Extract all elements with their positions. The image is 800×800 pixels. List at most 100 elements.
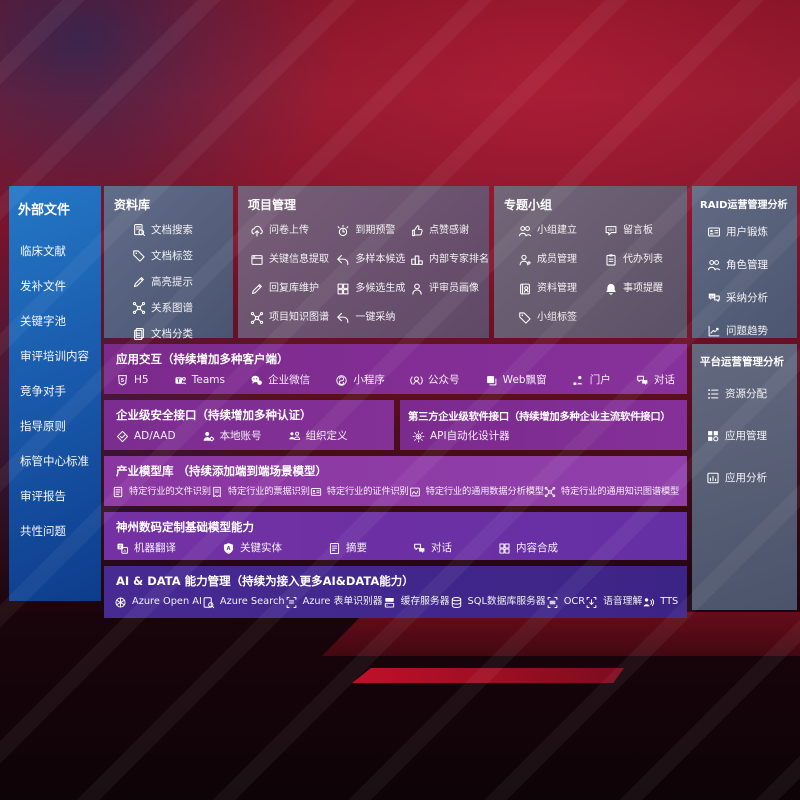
search-doc-icon (202, 596, 215, 609)
person-icon (410, 282, 424, 296)
ai-data-row: AI & DATA 能力管理（持续为接入更多AI&DATA能力） Azure O… (104, 566, 687, 618)
feature-label: Teams (191, 374, 225, 386)
desk-highlight-shape (352, 668, 624, 683)
feature-label: 对话 (431, 542, 452, 554)
feature-item: 特定行业的证件识别 (310, 483, 409, 501)
feature-label: 问题趋势 (726, 325, 768, 337)
feature-label: Azure Open AI (132, 596, 202, 607)
feature-label: H5 (134, 374, 149, 386)
feature-item: Azure Open AI (114, 593, 202, 611)
sidebar-item: 临床文献 (20, 244, 66, 258)
album-icon (518, 282, 532, 296)
feature-item: 关键信息提取 (250, 251, 336, 269)
feature-label: 到期预警 (355, 225, 396, 236)
feature-item: 内容合成 (498, 539, 558, 557)
feature-label: 小组标签 (537, 312, 577, 323)
feature-item: 事项提醒 (604, 280, 663, 298)
feature-item: 应用管理 (706, 427, 797, 445)
feature-item: API自动化设计器 (412, 427, 510, 445)
puzzle-icon (336, 282, 350, 296)
speech-icon (585, 596, 598, 609)
library-title: 资料库 (114, 198, 151, 212)
sidebar-item: 审评培训内容 (20, 349, 89, 363)
svg-text:A: A (123, 547, 126, 552)
feature-label: 内容合成 (516, 542, 558, 554)
people-icon (518, 224, 532, 238)
thirdparty-interface-row: 第三方企业级软件接口（持续增加多种企业主流软件接口） API自动化设计器 (400, 400, 687, 450)
feature-item: 本地账号 (202, 427, 262, 445)
raid-analysis-title: RAID运营管理分析 (700, 200, 788, 211)
feature-label: 门户 (589, 374, 611, 386)
feature-item: OCR OCR (546, 593, 585, 611)
puzzle-icon (498, 542, 511, 555)
feature-label: 关键信息提取 (269, 254, 329, 265)
ai-data-items: Azure Open AI Azure Search Azure 表单识别器 缓存服务… (104, 593, 687, 611)
feature-item: SQL数据库服务器 (450, 593, 546, 611)
feature-label: 关键实体 (240, 542, 282, 554)
feature-item: 高亮提示 (132, 273, 233, 291)
teams-icon: T (174, 374, 187, 387)
feature-label: 小程序 (353, 374, 385, 386)
security-interface-items: AD/AAD 本地账号 组织定义 (104, 427, 394, 445)
feature-label: API自动化设计器 (430, 430, 510, 442)
feature-label: 对话 (653, 374, 675, 386)
thumb-icon (410, 224, 424, 238)
project-management-panel: 项目管理 问卷上传 关键信息提取 回复库维护 项目知识图谱 到期预警 多样本候选 多候选生… (238, 186, 489, 338)
chart-icon (707, 324, 721, 338)
reply-icon (336, 253, 350, 267)
feature-label: 问卷上传 (269, 225, 309, 236)
project-col-2: 到期预警 多样本候选 多候选生成 一键采纳 (336, 222, 410, 327)
feature-item: 评审员画像 (410, 280, 489, 298)
feature-item: 组织定义 (288, 427, 348, 445)
reply-icon (336, 311, 350, 325)
feature-item: 一键采纳 (336, 309, 410, 327)
feature-label: 成员管理 (537, 254, 577, 265)
person-add-icon (518, 253, 532, 267)
h5-icon: 5 (116, 374, 129, 387)
raid-analysis-panel: RAID运营管理分析 用户锻炼 角色管理 QA 采纳分析 问题趋势 (692, 186, 797, 338)
browser-icon (250, 253, 264, 267)
feature-label: 机器翻译 (134, 542, 176, 554)
feature-label: AD/AAD (134, 430, 176, 442)
feature-item: 资源分配 (706, 385, 797, 403)
feature-item: 文档分类 (132, 325, 233, 343)
svg-text:T: T (177, 378, 181, 384)
feature-item: 资料管理 (518, 280, 604, 298)
feature-label: 资源分配 (725, 388, 767, 400)
feature-item: 对话 (413, 539, 452, 557)
library-items: 文档搜索 文档标签 高亮提示 关系图谱 文档分类 (104, 221, 233, 343)
qa-chat-icon: QA (707, 291, 721, 305)
feature-label: 摘要 (346, 542, 367, 554)
feature-label: 特定行业的通用知识图谱模型 (560, 486, 680, 497)
feature-item: 缓存服务器 (383, 593, 450, 611)
docs-icon (132, 327, 146, 341)
summary-icon (328, 542, 341, 555)
dialog-icon (636, 374, 649, 387)
industry-models-title: 产业模型库 （持续添加端到端场景模型） (116, 464, 328, 478)
feature-label: 文档分类 (151, 328, 193, 340)
podium-icon (410, 253, 424, 267)
raid-items: 用户锻炼 角色管理 QA 采纳分析 问题趋势 (692, 223, 797, 340)
wechat-work-icon (250, 374, 263, 387)
feature-label: 高亮提示 (151, 276, 193, 288)
feature-label: 代办列表 (623, 254, 663, 265)
pen-icon (250, 282, 264, 296)
base-models-row: 神州数码定制基础模型能力 文 A 机器翻译 A 关键实体 摘要 对话 内容合成 (104, 512, 687, 560)
feature-label: 文档标签 (151, 250, 193, 262)
topic-groups-panel: 专题小组 小组建立 成员管理 资料管理 小组标签 BBS 留言板 代办列表 事项提醒 (494, 186, 687, 338)
feature-label: Azure Search (219, 596, 285, 607)
feature-label: 公众号 (428, 374, 460, 386)
feature-item: 成员管理 (518, 251, 604, 269)
feature-label: 点赞感谢 (429, 225, 469, 236)
graph-icon (132, 301, 146, 315)
feature-item: 文 A 机器翻译 (116, 539, 176, 557)
platform-analysis-title: 平台运营管理分析 (700, 356, 784, 368)
tag-icon (518, 311, 532, 325)
dialog-icon (413, 542, 426, 555)
feature-item: Azure 表单识别器 (285, 593, 383, 611)
feature-label: 一键采纳 (355, 312, 396, 323)
bbs-icon: BBS (604, 224, 618, 238)
app-chart-icon (706, 471, 720, 485)
feature-label: 小组建立 (537, 225, 577, 236)
